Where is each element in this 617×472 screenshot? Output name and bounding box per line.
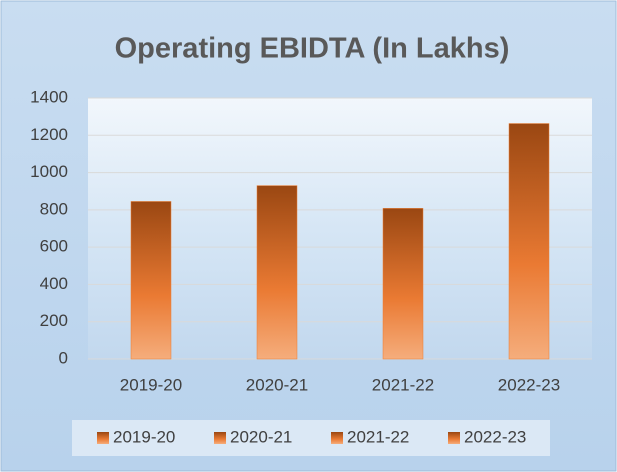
- x-tick-label: 2019-20: [120, 375, 182, 394]
- plot-area: [88, 98, 592, 359]
- legend-label: 2022-23: [464, 427, 526, 446]
- legend-swatch: [97, 432, 109, 444]
- legend-swatch: [448, 432, 460, 444]
- y-tick-label: 1000: [30, 162, 68, 181]
- x-tick-label: 2022-23: [498, 375, 560, 394]
- legend-swatch: [331, 432, 343, 444]
- bar: [382, 208, 424, 360]
- y-tick-label: 1400: [30, 87, 68, 106]
- y-tick-label: 600: [40, 237, 68, 256]
- x-tick-label: 2021-22: [372, 375, 434, 394]
- y-tick-label: 800: [40, 199, 68, 218]
- y-tick-label: 0: [59, 348, 68, 367]
- chart-title: Operating EBIDTA (In Lakhs): [115, 33, 510, 65]
- y-tick-label: 1200: [30, 125, 68, 144]
- y-tick-label: 400: [40, 274, 68, 293]
- bar: [508, 123, 550, 360]
- legend-label: 2019-20: [113, 427, 175, 446]
- x-tick-label: 2020-21: [246, 375, 308, 394]
- y-tick-label: 200: [40, 311, 68, 330]
- bar: [256, 185, 298, 360]
- legend-box: [72, 420, 550, 456]
- legend-label: 2021-22: [347, 427, 409, 446]
- legend-label: 2020-21: [230, 427, 292, 446]
- legend-swatch: [214, 432, 226, 444]
- bar: [130, 201, 172, 360]
